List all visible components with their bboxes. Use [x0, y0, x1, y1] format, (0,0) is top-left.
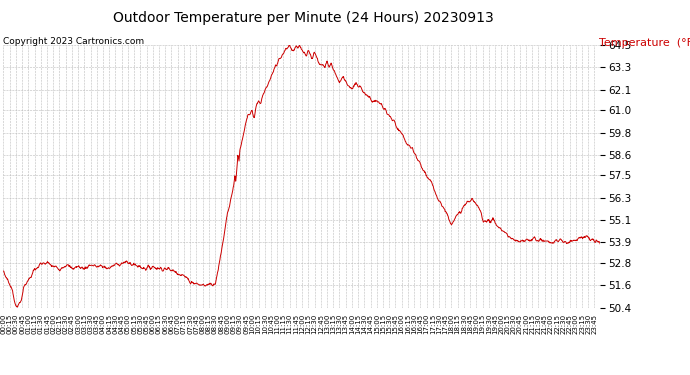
Text: Temperature  (°F): Temperature (°F): [599, 38, 690, 48]
Text: Copyright 2023 Cartronics.com: Copyright 2023 Cartronics.com: [3, 38, 145, 46]
Text: Outdoor Temperature per Minute (24 Hours) 20230913: Outdoor Temperature per Minute (24 Hours…: [113, 11, 494, 25]
